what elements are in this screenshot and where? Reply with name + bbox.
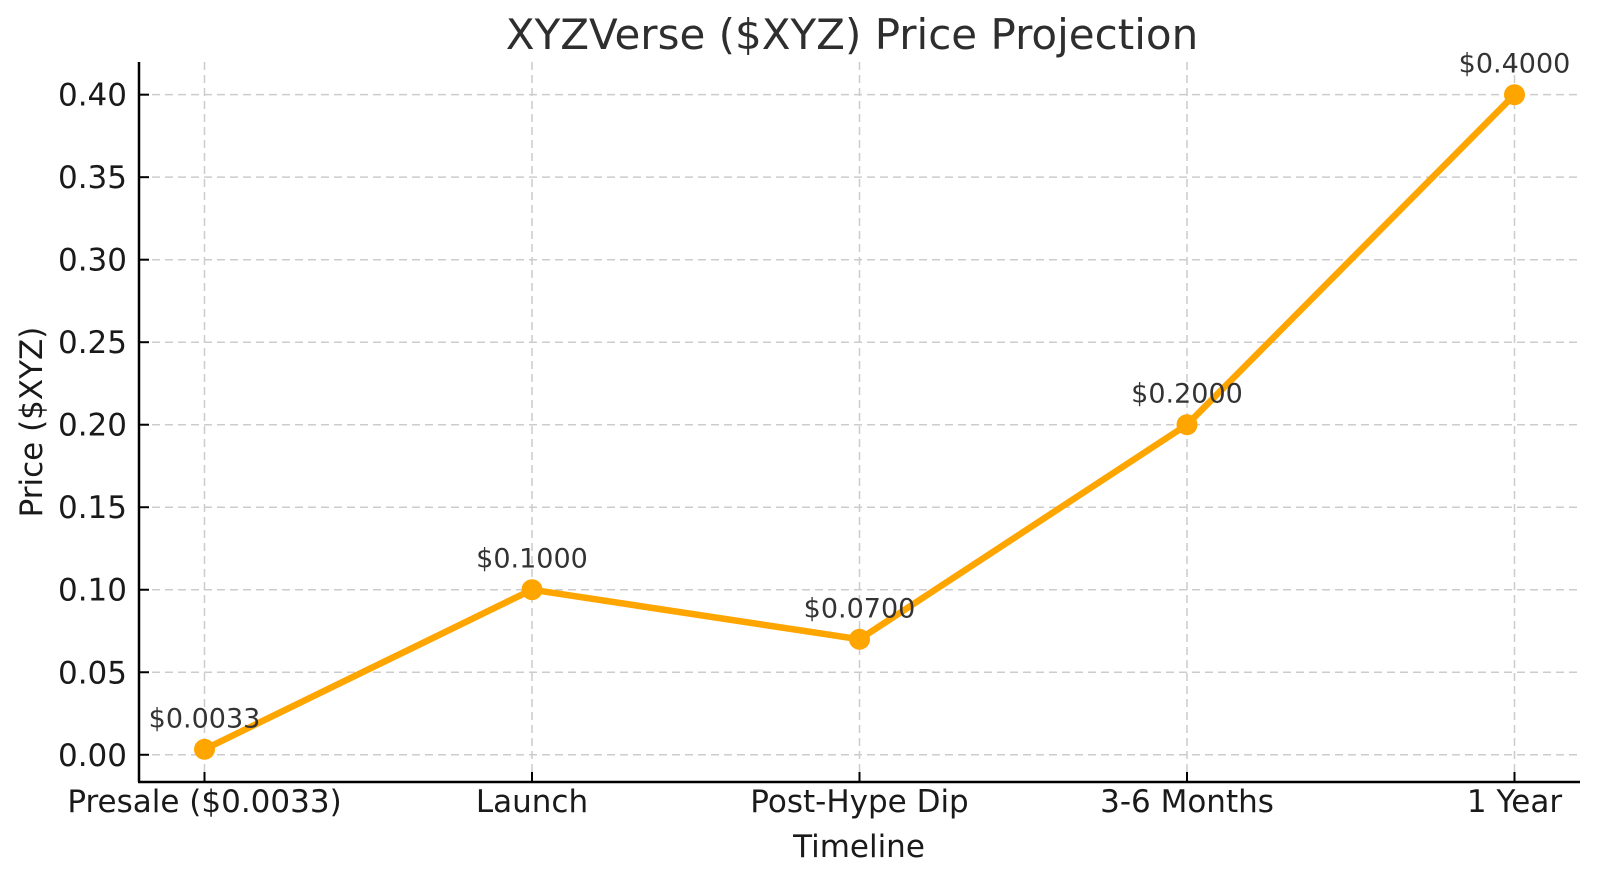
data-point-marker (849, 628, 870, 650)
y-tick-label: 0.05 (58, 655, 127, 691)
data-point-label: $0.4000 (1459, 49, 1571, 80)
data-point-label: $0.1000 (476, 544, 588, 575)
data-point-marker (1176, 414, 1198, 436)
y-axis-label: Price ($XYZ) (14, 327, 50, 518)
x-tick-label: 3-6 Months (1100, 784, 1274, 820)
y-tick-label: 0.35 (58, 160, 127, 196)
data-point-label: $0.0700 (804, 593, 916, 624)
x-tick-label: Presale ($0.0033) (67, 784, 341, 820)
gridlines (139, 62, 1580, 782)
y-tick-label: 0.40 (58, 78, 127, 114)
x-axis-label: Timeline (792, 829, 925, 865)
y-tick-label: 0.15 (58, 490, 127, 526)
data-point-label: $0.2000 (1131, 379, 1243, 410)
data-point-marker (1504, 84, 1525, 106)
x-tick-label: Launch (476, 784, 588, 820)
data-point-label: $0.0033 (149, 703, 261, 734)
y-tick-label: 0.30 (58, 243, 127, 279)
data-point-marker (194, 738, 215, 760)
chart-title: XYZVerse ($XYZ) Price Projection (506, 10, 1198, 59)
y-tick-label: 0.20 (58, 408, 127, 444)
price-line-series (194, 84, 1525, 760)
x-tick-label: 1 Year (1467, 784, 1562, 820)
y-tick-label: 0.25 (58, 325, 127, 361)
y-tick-label: 0.10 (58, 573, 127, 609)
data-point-marker (521, 579, 543, 601)
axes: 0.00 0.05 0.10 0.15 0.20 0.25 0.30 0.35 0.40 Pres… (58, 62, 1580, 820)
point-labels: $0.0033 $0.1000 $0.0700 $0.2000 $0.4000 (149, 49, 1571, 735)
y-tick-label: 0.00 (58, 738, 127, 774)
x-tick-label: Post-Hype Dip (750, 784, 968, 820)
